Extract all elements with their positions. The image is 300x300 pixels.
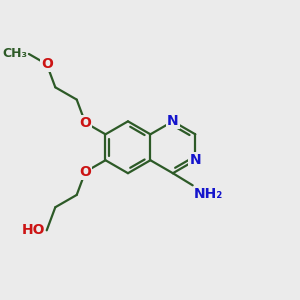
Text: N: N (167, 114, 179, 128)
Text: HO: HO (22, 223, 45, 237)
Text: NH₂: NH₂ (194, 187, 223, 201)
Text: N: N (190, 153, 201, 167)
Text: O: O (80, 165, 91, 179)
Text: O: O (41, 57, 53, 71)
Text: O: O (80, 116, 91, 130)
Text: CH₃: CH₃ (2, 47, 28, 61)
